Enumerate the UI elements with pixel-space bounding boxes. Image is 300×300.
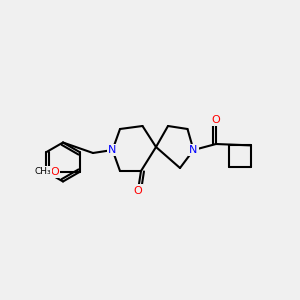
Text: N: N [189, 145, 198, 155]
Text: O: O [134, 185, 142, 196]
Text: O: O [50, 167, 59, 177]
Text: O: O [212, 115, 220, 125]
Text: N: N [108, 145, 117, 155]
Text: CH₃: CH₃ [34, 167, 51, 176]
